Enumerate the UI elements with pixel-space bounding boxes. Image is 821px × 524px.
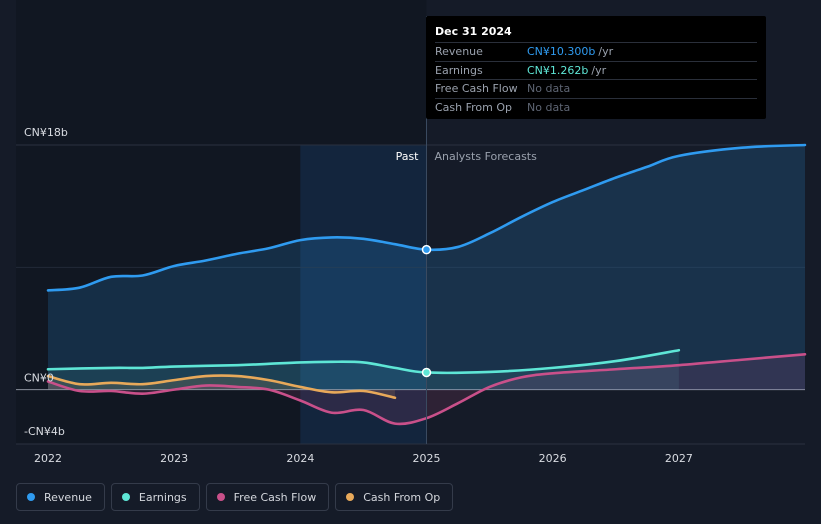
tooltip-value-fcf: No data bbox=[527, 82, 571, 96]
legend-item-earnings[interactable]: Earnings bbox=[110, 483, 200, 511]
legend-item-revenue[interactable]: Revenue bbox=[16, 483, 105, 511]
tooltip-row-cfo: Cash From Op No data bbox=[435, 97, 757, 117]
area-free-cash-flow bbox=[48, 354, 805, 424]
tooltip-label: Earnings bbox=[435, 63, 483, 77]
x-tick-label: 2026 bbox=[539, 452, 567, 465]
gridlines bbox=[16, 144, 805, 445]
x-tick-label: 2022 bbox=[34, 452, 62, 465]
tooltip-value-earnings: CN¥1.262b bbox=[527, 63, 589, 77]
area-earnings bbox=[48, 350, 679, 390]
highlight-band bbox=[300, 145, 427, 444]
y-axis-labels: CN¥18b CN¥0 -CN¥4b bbox=[24, 126, 68, 438]
marker-earnings bbox=[421, 367, 432, 378]
line-cash-from-op bbox=[46, 374, 397, 400]
tooltip-label: Revenue bbox=[435, 45, 483, 59]
legend-item-free-cash-flow[interactable]: Free Cash Flow bbox=[205, 483, 330, 511]
legend-dot-icon bbox=[346, 493, 355, 501]
past-label: Past bbox=[396, 150, 420, 163]
y-tick-label: CN¥18b bbox=[24, 126, 68, 139]
y-tick-label: CN¥0 bbox=[24, 372, 54, 385]
legend-label: Revenue bbox=[44, 490, 92, 504]
legend-label: Free Cash Flow bbox=[233, 490, 317, 504]
tooltip-unit: /yr bbox=[598, 45, 614, 59]
series-lines bbox=[46, 143, 807, 426]
forecast-label: Analysts Forecasts bbox=[435, 150, 538, 163]
tooltip-unit: /yr bbox=[591, 63, 607, 77]
tooltip-row-fcf: Free Cash Flow No data bbox=[435, 79, 757, 98]
x-tick-label: 2024 bbox=[286, 452, 314, 465]
hover-markers bbox=[421, 244, 432, 378]
legend-dot-icon bbox=[121, 493, 130, 501]
legend-label: Earnings bbox=[138, 490, 187, 504]
tooltip-row-earnings: Earnings CN¥1.262b /yr bbox=[435, 60, 757, 80]
legend-item-cash-from-op[interactable]: Cash From Op bbox=[335, 483, 454, 511]
line-revenue bbox=[46, 143, 807, 292]
chart-tooltip: Dec 31 2024 Revenue CN¥10.300b /yr Earni… bbox=[426, 16, 766, 119]
tooltip-label: Free Cash Flow bbox=[435, 82, 518, 96]
x-tick-label: 2025 bbox=[413, 452, 441, 465]
tooltip-value-cfo: No data bbox=[527, 100, 571, 114]
marker-revenue bbox=[421, 244, 432, 255]
chart-legend: Revenue Earnings Free Cash Flow Cash Fro… bbox=[16, 483, 454, 511]
line-earnings bbox=[46, 348, 681, 375]
legend-dot-icon bbox=[216, 493, 225, 501]
x-axis-labels: 2022 2023 2024 2025 2026 2027 bbox=[34, 452, 693, 465]
legend-dot-icon bbox=[27, 493, 35, 501]
legend-label: Cash From Op bbox=[363, 490, 441, 504]
tooltip-row-revenue: Revenue CN¥10.300b /yr bbox=[435, 42, 757, 61]
y-tick-label: -CN¥4b bbox=[24, 425, 65, 438]
tooltip-date: Dec 31 2024 bbox=[435, 25, 512, 38]
x-tick-label: 2023 bbox=[160, 452, 188, 465]
line-free-cash-flow bbox=[46, 353, 807, 426]
tooltip-value-revenue: CN¥10.300b bbox=[527, 45, 596, 59]
tooltip-label: Cash From Op bbox=[435, 100, 513, 114]
x-tick-label: 2027 bbox=[665, 452, 693, 465]
